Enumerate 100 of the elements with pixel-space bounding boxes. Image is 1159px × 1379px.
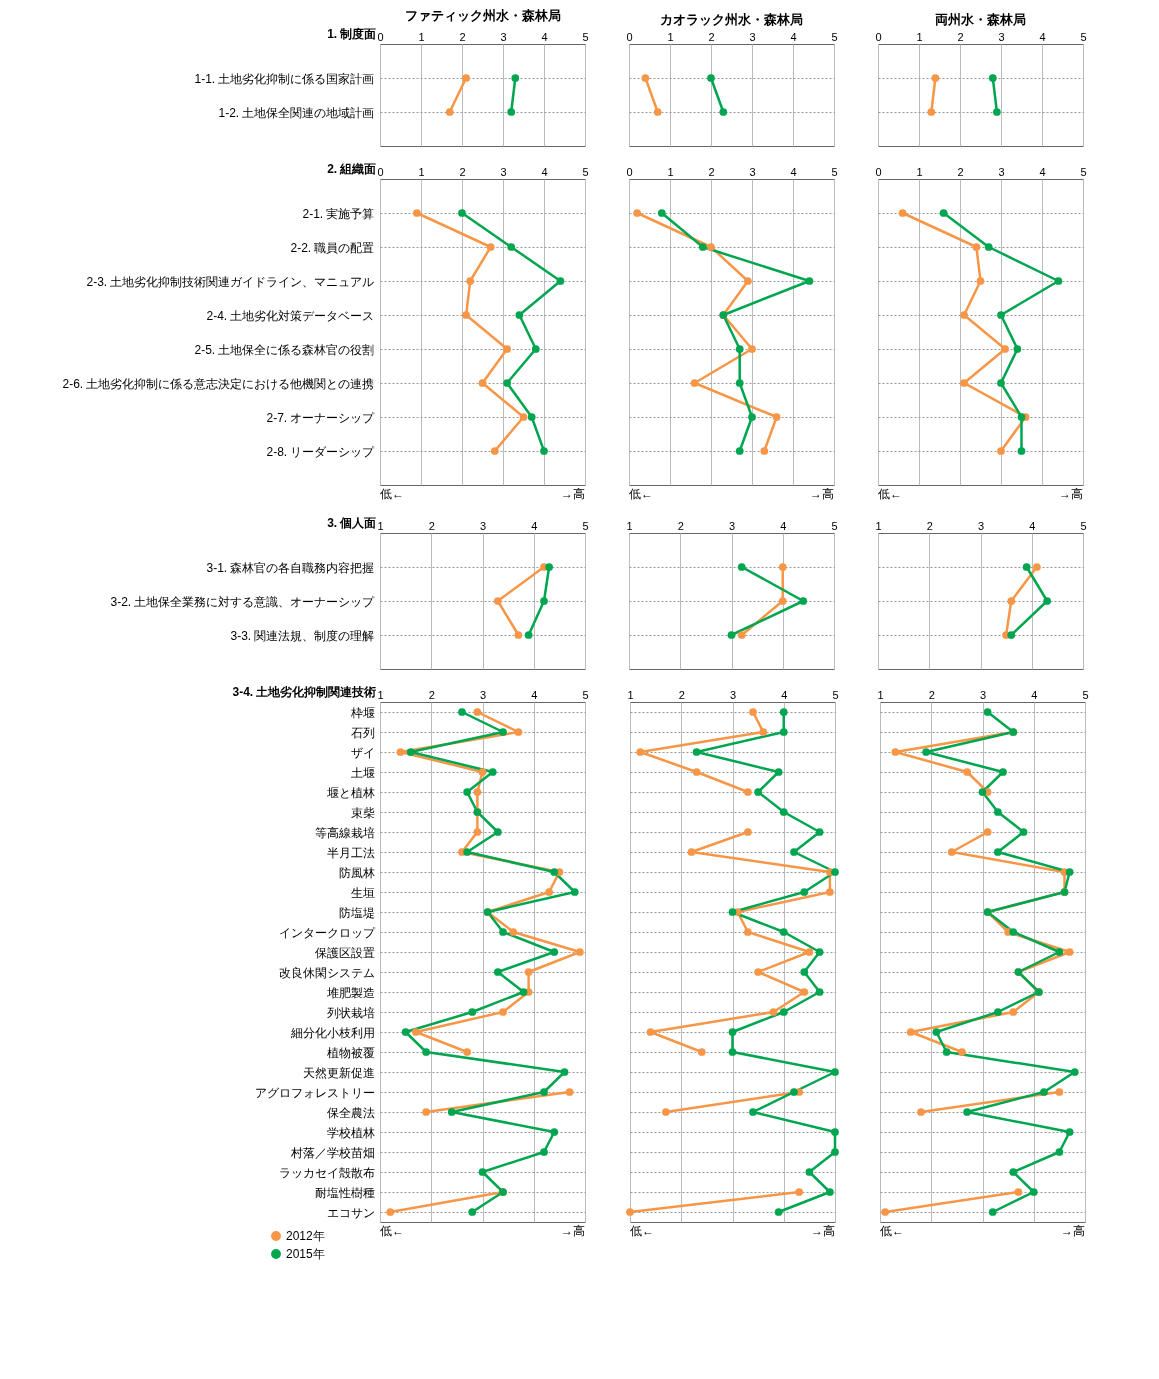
x-tick-label: 1 bbox=[667, 165, 674, 178]
y-tick-label: 防風林 bbox=[338, 865, 375, 880]
y-tick-label: 2-7. オーナーシップ bbox=[266, 410, 376, 425]
point bbox=[978, 788, 987, 796]
y-tick-label: 堰と植林 bbox=[325, 785, 375, 800]
x-tick-label: 0 bbox=[875, 165, 882, 178]
point bbox=[494, 828, 502, 836]
point bbox=[735, 379, 744, 387]
point bbox=[754, 788, 762, 796]
point bbox=[531, 345, 540, 353]
point bbox=[997, 379, 1005, 387]
point bbox=[698, 243, 707, 251]
y-tick-label: 生垣 bbox=[350, 885, 375, 900]
point bbox=[1014, 1188, 1023, 1196]
x-tick-label: 2 bbox=[708, 165, 715, 178]
x-tick-label: 3 bbox=[998, 165, 1005, 178]
point bbox=[1009, 1008, 1018, 1016]
x-tick-label: 5 bbox=[1080, 30, 1087, 43]
chart-title: 両州水・森林局 bbox=[935, 12, 1026, 27]
point bbox=[463, 848, 471, 856]
x-tick-label: 0 bbox=[377, 165, 384, 178]
y-tick-label: 1-2. 土地保全関連の地域計画 bbox=[218, 105, 375, 120]
x-tick-label: 3 bbox=[479, 688, 487, 701]
x-tick-label: 2 bbox=[926, 519, 933, 532]
text: 低← bbox=[380, 1224, 404, 1238]
point bbox=[458, 209, 466, 217]
x-tick-label: 4 bbox=[781, 688, 788, 701]
point bbox=[507, 243, 516, 251]
point bbox=[748, 413, 756, 421]
point bbox=[540, 447, 548, 455]
point bbox=[422, 1048, 430, 1056]
y-tick-label: 保護区設置 bbox=[314, 945, 375, 960]
legend-label: 2015年 bbox=[286, 1247, 325, 1261]
point bbox=[514, 728, 523, 736]
text: →高 bbox=[811, 1224, 835, 1238]
point bbox=[692, 748, 701, 756]
x-tick-label: 2 bbox=[428, 519, 435, 532]
point bbox=[922, 748, 930, 756]
point bbox=[994, 1008, 1002, 1016]
point bbox=[550, 1128, 559, 1136]
point bbox=[1013, 345, 1022, 353]
point bbox=[988, 74, 997, 82]
point bbox=[744, 788, 752, 796]
x-tick-label: 3 bbox=[998, 30, 1005, 43]
point bbox=[800, 968, 809, 976]
point bbox=[626, 1208, 634, 1216]
point bbox=[805, 1168, 814, 1176]
x-tick-label: 1 bbox=[667, 30, 674, 43]
x-tick-label: 1 bbox=[626, 519, 633, 532]
x-tick-label: 5 bbox=[582, 688, 589, 701]
point bbox=[1065, 1128, 1074, 1136]
x-tick-label: 0 bbox=[626, 30, 633, 43]
x-tick-label: 3 bbox=[479, 519, 487, 532]
point bbox=[514, 631, 523, 639]
point bbox=[468, 1008, 477, 1016]
point bbox=[749, 1108, 757, 1116]
chart-title: ファティック州水・森林局 bbox=[404, 8, 561, 23]
point bbox=[963, 768, 971, 776]
point bbox=[1065, 868, 1074, 876]
x-tick-label: 4 bbox=[1029, 519, 1036, 532]
x-tick-label: 0 bbox=[626, 165, 633, 178]
x-tick-label: 5 bbox=[582, 165, 589, 178]
point bbox=[960, 379, 968, 387]
point bbox=[697, 1048, 706, 1056]
point bbox=[550, 948, 559, 956]
text: 低← bbox=[629, 487, 653, 501]
point bbox=[1055, 948, 1064, 956]
x-tick-label: 2 bbox=[708, 30, 715, 43]
point bbox=[931, 74, 940, 82]
x-tick-label: 2 bbox=[459, 30, 466, 43]
x-tick-label: 2 bbox=[678, 688, 685, 701]
y-tick-label: 2-4. 土地劣化対策データベース bbox=[206, 308, 375, 323]
x-tick-label: 5 bbox=[582, 519, 589, 532]
point bbox=[1017, 447, 1026, 455]
point bbox=[994, 808, 1002, 816]
point bbox=[737, 631, 746, 639]
point bbox=[1054, 277, 1063, 285]
x-tick-label: 5 bbox=[831, 30, 838, 43]
y-tick-label: 枠堰 bbox=[349, 705, 375, 720]
point bbox=[759, 728, 768, 736]
point bbox=[805, 948, 814, 956]
chart-title: カオラック州水・森林局 bbox=[660, 12, 803, 27]
point bbox=[641, 74, 650, 82]
point bbox=[1009, 1168, 1018, 1176]
y-tick-label: 石列 bbox=[350, 725, 375, 740]
point bbox=[760, 447, 769, 455]
x-tick-label: 3 bbox=[500, 165, 507, 178]
y-tick-label: 2-1. 実施予算 bbox=[302, 206, 375, 221]
point bbox=[779, 728, 788, 736]
point bbox=[805, 277, 814, 285]
point bbox=[983, 708, 992, 716]
point bbox=[997, 311, 1005, 319]
point bbox=[511, 74, 520, 82]
x-tick-label: 3 bbox=[729, 688, 737, 701]
point bbox=[524, 968, 533, 976]
point bbox=[728, 1028, 737, 1036]
x-tick-label: 3 bbox=[728, 519, 736, 532]
x-tick-label: 5 bbox=[831, 165, 838, 178]
x-tick-label: 1 bbox=[875, 519, 882, 532]
y-tick-label: 2-3. 土地劣化抑制技術関連ガイドライン、マニュアル bbox=[86, 274, 375, 289]
